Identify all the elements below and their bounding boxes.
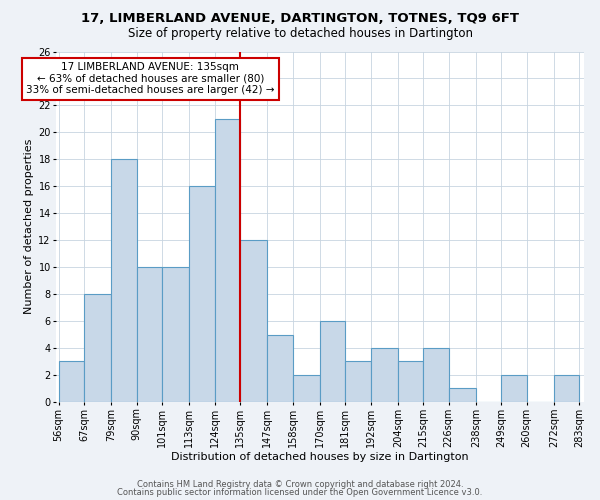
Text: Size of property relative to detached houses in Dartington: Size of property relative to detached ho… xyxy=(128,28,473,40)
Text: Contains public sector information licensed under the Open Government Licence v3: Contains public sector information licen… xyxy=(118,488,482,497)
Bar xyxy=(190,186,215,402)
Bar xyxy=(112,160,137,402)
Bar xyxy=(293,375,320,402)
Bar xyxy=(449,388,476,402)
Bar xyxy=(502,375,527,402)
Bar xyxy=(59,362,84,402)
Bar xyxy=(268,334,293,402)
Bar xyxy=(320,321,346,402)
Bar xyxy=(137,267,162,402)
Bar xyxy=(240,240,268,402)
Bar xyxy=(371,348,398,402)
Bar xyxy=(346,362,371,402)
Text: Contains HM Land Registry data © Crown copyright and database right 2024.: Contains HM Land Registry data © Crown c… xyxy=(137,480,463,489)
Text: 17, LIMBERLAND AVENUE, DARTINGTON, TOTNES, TQ9 6FT: 17, LIMBERLAND AVENUE, DARTINGTON, TOTNE… xyxy=(81,12,519,26)
Bar xyxy=(162,267,190,402)
Bar xyxy=(398,362,424,402)
X-axis label: Distribution of detached houses by size in Dartington: Distribution of detached houses by size … xyxy=(172,452,469,462)
Bar xyxy=(215,119,240,402)
Y-axis label: Number of detached properties: Number of detached properties xyxy=(24,139,34,314)
Bar xyxy=(84,294,112,402)
Bar xyxy=(424,348,449,402)
Bar xyxy=(554,375,580,402)
Text: 17 LIMBERLAND AVENUE: 135sqm
← 63% of detached houses are smaller (80)
33% of se: 17 LIMBERLAND AVENUE: 135sqm ← 63% of de… xyxy=(26,62,275,96)
